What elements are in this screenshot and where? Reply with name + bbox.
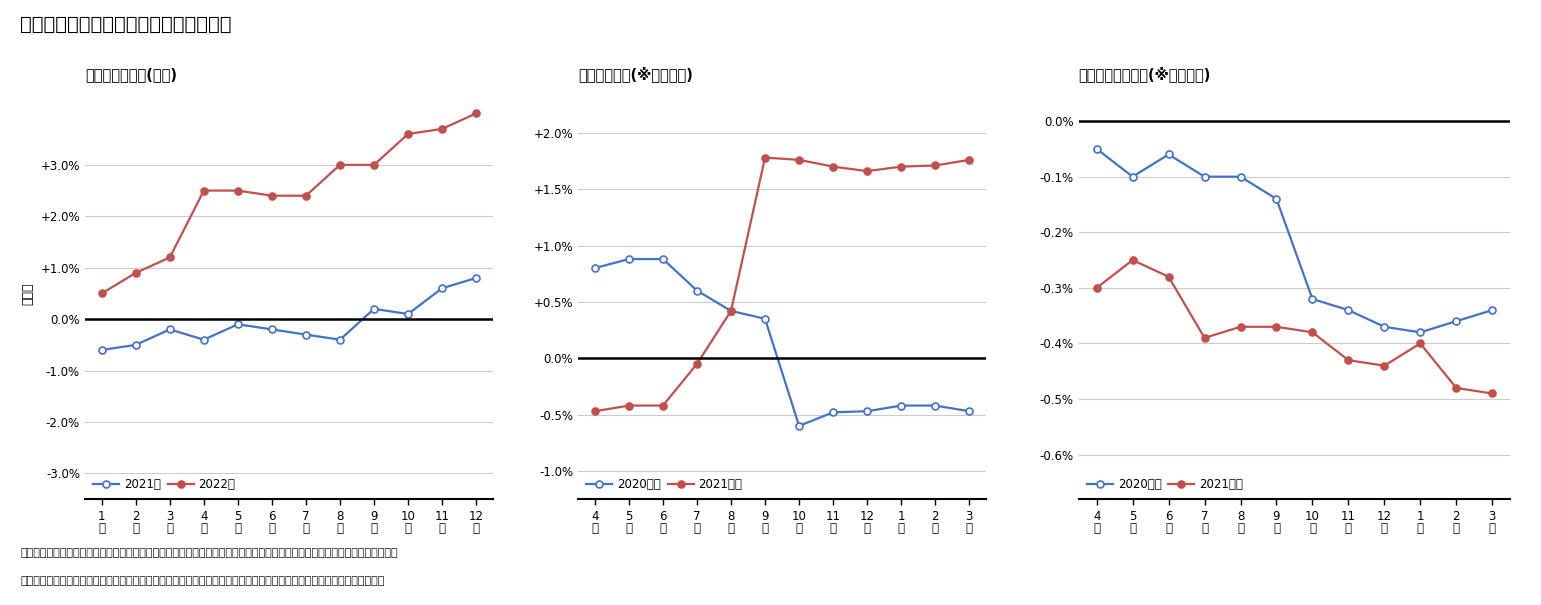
2021年度 bbox=[653, 402, 672, 409]
2020年度 bbox=[1123, 173, 1142, 180]
2021年度 bbox=[791, 156, 809, 163]
Line: 2021年: 2021年 bbox=[99, 275, 479, 353]
2021年 bbox=[228, 321, 247, 328]
2021年度 bbox=[892, 163, 911, 170]
2021年度 bbox=[755, 154, 774, 162]
2021年 bbox=[399, 310, 418, 318]
2021年 bbox=[365, 306, 384, 313]
2021年 bbox=[194, 336, 213, 344]
2021年 bbox=[160, 326, 179, 333]
2022年 bbox=[297, 192, 316, 200]
2021年度 bbox=[858, 168, 877, 175]
2021年度 bbox=[1482, 390, 1501, 397]
2021年度 bbox=[721, 307, 740, 315]
2021年 bbox=[331, 336, 350, 344]
Text: 標準報酬月額(※共済以外): 標準報酬月額(※共済以外) bbox=[578, 67, 693, 82]
2020年度 bbox=[1375, 323, 1393, 330]
2022年 bbox=[228, 187, 247, 194]
2020年度 bbox=[619, 255, 638, 263]
Line: 2020年度: 2020年度 bbox=[592, 255, 972, 430]
2022年 bbox=[399, 131, 418, 138]
2020年度 bbox=[721, 307, 740, 315]
2022年 bbox=[126, 269, 145, 276]
2020年度 bbox=[824, 409, 843, 416]
2020年度 bbox=[687, 287, 706, 294]
2020年度 bbox=[1231, 173, 1250, 180]
2022年 bbox=[194, 187, 213, 194]
2021年度 bbox=[824, 163, 843, 170]
2022年 bbox=[433, 125, 452, 132]
2021年度 bbox=[687, 360, 706, 367]
Text: 公的年金加入者数(※共済以外): 公的年金加入者数(※共済以外) bbox=[1079, 67, 1211, 82]
2020年度 bbox=[892, 402, 911, 409]
2021年 bbox=[126, 341, 145, 348]
2020年度 bbox=[1447, 318, 1465, 325]
Line: 2020年度: 2020年度 bbox=[1093, 145, 1496, 336]
2022年 bbox=[365, 162, 384, 169]
2021年度 bbox=[926, 162, 945, 169]
2021年度 bbox=[586, 408, 604, 415]
2021年度 bbox=[1123, 257, 1142, 264]
Text: 図表５　年金額改定に関係する経済動向: 図表５ 年金額改定に関係する経済動向 bbox=[20, 15, 231, 34]
2022年 bbox=[262, 192, 280, 200]
2021年 bbox=[467, 275, 485, 282]
Text: （注１）年金額の改定には共済年金の標準報酬や加入者数も影響するが、月次の状況を把握できないため共済以外を参照した。: （注１）年金額の改定には共済年金の標準報酬や加入者数も影響するが、月次の状況を把… bbox=[20, 548, 398, 558]
2020年度 bbox=[960, 408, 979, 415]
2020年度 bbox=[586, 264, 604, 272]
2022年 bbox=[331, 162, 350, 169]
2021年度 bbox=[1159, 273, 1177, 280]
Legend: 2020年度, 2021年度: 2020年度, 2021年度 bbox=[584, 476, 744, 493]
2020年度 bbox=[1159, 151, 1177, 158]
Line: 2021年度: 2021年度 bbox=[592, 154, 972, 414]
Line: 2022年: 2022年 bbox=[99, 110, 479, 297]
2022年 bbox=[92, 290, 111, 297]
2021年度 bbox=[1375, 362, 1393, 369]
2021年度 bbox=[1447, 384, 1465, 391]
2020年度 bbox=[1412, 329, 1430, 336]
Legend: 2020年度, 2021年度: 2020年度, 2021年度 bbox=[1085, 476, 1245, 493]
Text: 消費者物価指数(総合): 消費者物価指数(総合) bbox=[85, 67, 177, 82]
2020年度 bbox=[1304, 295, 1322, 302]
2020年度 bbox=[1088, 145, 1106, 152]
2020年度 bbox=[755, 315, 774, 322]
2021年度 bbox=[1088, 284, 1106, 292]
2020年度 bbox=[1482, 307, 1501, 314]
2021年度 bbox=[1267, 323, 1285, 330]
2022年 bbox=[467, 110, 485, 117]
2021年度 bbox=[1412, 340, 1430, 347]
Y-axis label: 前年比: 前年比 bbox=[22, 282, 35, 305]
2020年度 bbox=[926, 402, 945, 409]
2021年度 bbox=[1231, 323, 1250, 330]
2020年度 bbox=[1267, 195, 1285, 203]
2020年度 bbox=[1196, 173, 1214, 180]
Line: 2021年度: 2021年度 bbox=[1093, 257, 1496, 397]
2021年 bbox=[262, 326, 280, 333]
Text: （資料）総務省統計局「消費者物価指数」、厚生労働省年金局「厚生年金保険・国民年金事業状況（事業月報）」（各月）: （資料）総務省統計局「消費者物価指数」、厚生労働省年金局「厚生年金保険・国民年金… bbox=[20, 576, 384, 586]
Legend: 2021年, 2022年: 2021年, 2022年 bbox=[91, 476, 237, 493]
2022年 bbox=[160, 254, 179, 261]
2020年度 bbox=[791, 422, 809, 430]
2021年度 bbox=[960, 156, 979, 163]
2021年 bbox=[297, 331, 316, 338]
2021年 bbox=[433, 285, 452, 292]
2021年 bbox=[92, 346, 111, 353]
2021年度 bbox=[619, 402, 638, 409]
2020年度 bbox=[653, 255, 672, 263]
2021年度 bbox=[1196, 335, 1214, 342]
2020年度 bbox=[1339, 307, 1358, 314]
2021年度 bbox=[1339, 356, 1358, 364]
2020年度 bbox=[858, 408, 877, 415]
2021年度 bbox=[1304, 329, 1322, 336]
